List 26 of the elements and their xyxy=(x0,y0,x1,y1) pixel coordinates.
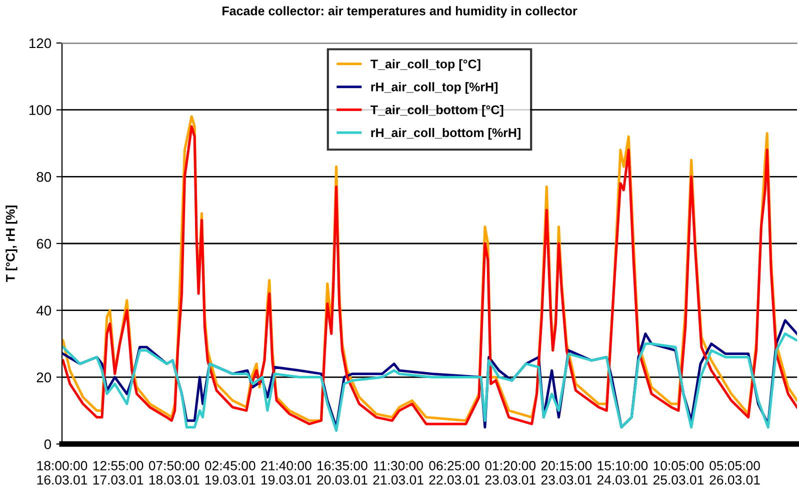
y-axis-title: T [°C], rH [%] xyxy=(6,206,18,282)
chart-title: Facade collector: air temperatures and humidity in collector xyxy=(222,6,578,18)
legend-label: T_air_coll_top [°C] xyxy=(370,59,480,71)
x-tick-label: 10:05:00 25.03.01 xyxy=(653,461,704,485)
x-tick-label: 15:10:00 24.03.01 xyxy=(597,461,648,485)
x-tick-label: 12:55:00 17.03.01 xyxy=(93,461,144,485)
x-tick-label: 02:45:00 19.03.01 xyxy=(204,461,256,485)
y-tick-label: 40 xyxy=(36,306,52,316)
x-tick-label: 18:00:00 16.03.01 xyxy=(37,461,88,485)
x-tick-label: 06:25:00 22.03.01 xyxy=(429,461,480,485)
y-tick-label: 20 xyxy=(36,372,52,382)
x-tick-label: 05:05:00 26.03.01 xyxy=(710,461,760,485)
x-tick-label: 20:15:00 23.03.01 xyxy=(541,461,592,485)
legend-label: rH_air_coll_top [%rH] xyxy=(371,82,498,94)
legend-label: T_air_coll_bottom [°C] xyxy=(370,105,504,117)
y-tick-label: 100 xyxy=(29,105,52,116)
x-tick-label: 01:20:00 23.03.01 xyxy=(485,461,536,485)
x-tick-label: 07:50:00 18.03.01 xyxy=(148,461,200,485)
x-tick-label: 11:30:00 21.03.01 xyxy=(373,461,424,485)
y-tick-label: 80 xyxy=(36,172,52,182)
x-tick-label: 16:35:00 20.03.01 xyxy=(317,461,368,485)
legend-label: rH_air_coll_bottom [%rH] xyxy=(371,128,520,140)
y-tick-label: 60 xyxy=(36,238,52,249)
y-tick-label: 120 xyxy=(29,38,52,48)
y-tick-label: 0 xyxy=(44,439,52,450)
x-tick-label: 21:40:00 19.03.01 xyxy=(261,461,312,485)
